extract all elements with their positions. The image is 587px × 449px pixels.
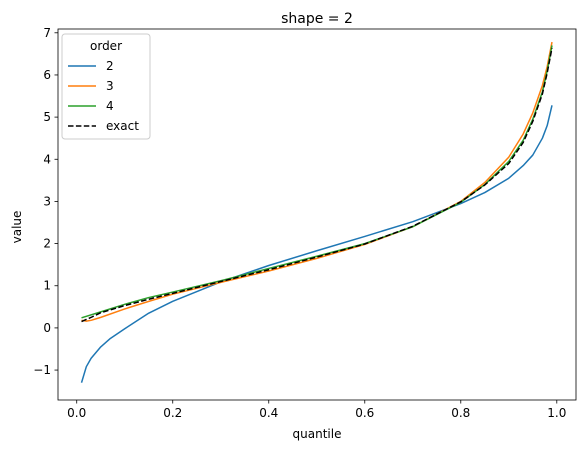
legend-label-4: 4	[106, 99, 114, 113]
series-line-3	[81, 41, 553, 322]
y-tick-label: 4	[43, 152, 51, 166]
series-layer	[80, 41, 553, 383]
x-tick-label: 0.2	[163, 406, 182, 420]
y-axis-title: value	[10, 211, 24, 244]
y-tick-label: 0	[43, 321, 51, 335]
plot-area	[57, 28, 577, 401]
x-tick-label: 0.4	[259, 406, 278, 420]
x-axis-title: quantile	[293, 427, 342, 441]
legend-entries: 2 3 4 exact	[68, 59, 139, 133]
y-tick-label: 1	[43, 279, 51, 293]
series-line-exact	[81, 47, 553, 323]
y-tick-label: 5	[43, 110, 51, 124]
x-tick-label: 0.0	[67, 406, 86, 420]
legend-title: order	[90, 39, 122, 53]
series-line-2	[80, 105, 553, 383]
x-tick-label: 1.0	[547, 406, 566, 420]
y-tick-label: −1	[33, 363, 51, 377]
axes-frame	[57, 28, 577, 401]
legend-label-3: 3	[106, 79, 114, 93]
y-tick-label: 7	[43, 26, 51, 40]
x-tick-label: 0.8	[451, 406, 470, 420]
legend-label-2: 2	[106, 59, 114, 73]
legend-box	[61, 33, 151, 140]
y-axis: −1 0 1 2 3 4 5 6 7	[33, 26, 58, 377]
legend: order 2 3 4 exact	[61, 33, 151, 140]
x-tick-label: 0.6	[355, 406, 374, 420]
y-tick-label: 6	[43, 68, 51, 82]
y-tick-label: 3	[43, 194, 51, 208]
legend-label-exact: exact	[106, 119, 139, 133]
y-tick-label: 2	[43, 237, 51, 251]
x-axis: 0.0 0.2 0.4 0.6 0.8 1.0	[67, 400, 566, 420]
chart-title: shape = 2	[281, 11, 353, 27]
